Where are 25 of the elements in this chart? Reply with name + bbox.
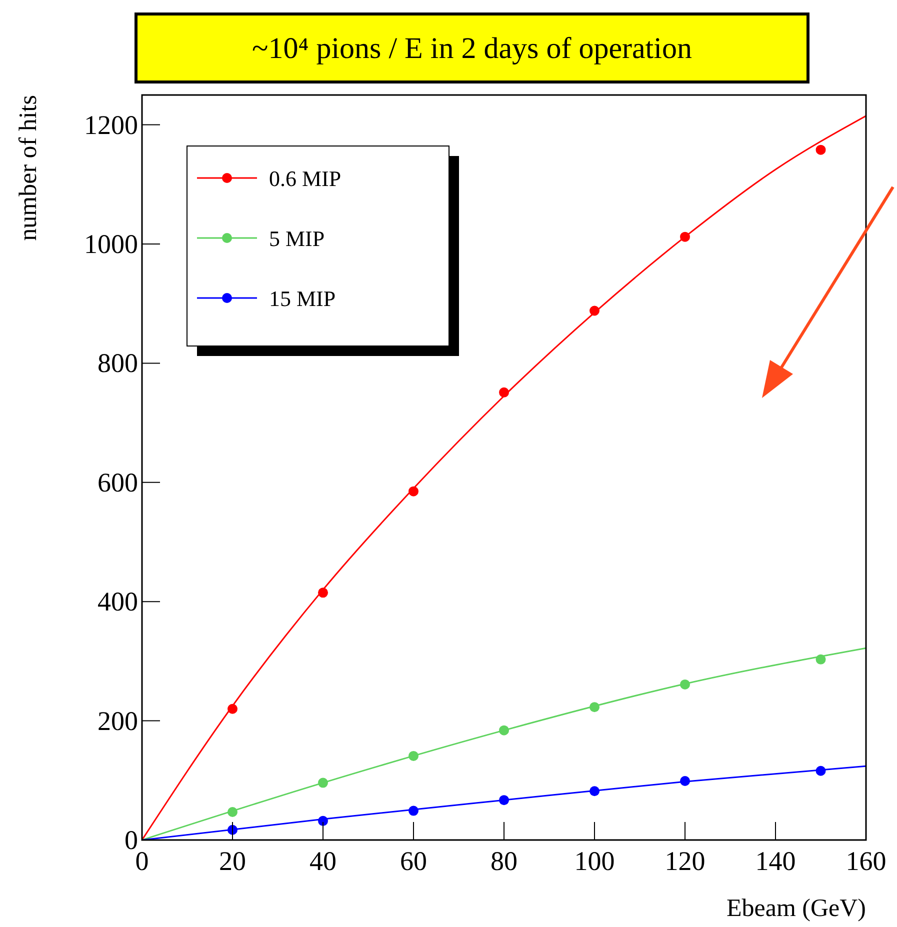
x-tick-label: 80	[490, 846, 518, 876]
y-tick-label: 1200	[84, 110, 138, 140]
y-tick-label: 1000	[84, 229, 138, 259]
x-tick-label: 160	[846, 846, 886, 876]
x-axis-title: Ebeam (GeV)	[726, 895, 866, 922]
y-tick-label: 600	[98, 467, 138, 498]
x-tick-label: 20	[219, 846, 246, 876]
y-axis-title: number of hits	[15, 95, 42, 241]
x-tick-label: 100	[574, 846, 615, 876]
line-series	[142, 115, 866, 840]
x-tick-label: 40	[310, 846, 336, 876]
y-tick-label: 0	[124, 825, 138, 855]
legend-label: 15 MIP	[269, 286, 336, 311]
y-tick-label: 200	[98, 706, 138, 736]
y-tick-label: 400	[98, 586, 138, 617]
x-tick-label: 120	[664, 846, 706, 876]
legend-label: 0.6 MIP	[269, 166, 342, 191]
x-tick-label: 140	[755, 846, 796, 876]
chart-title: ~10⁴ pions / E in 2 days of operation	[252, 32, 692, 65]
legend-label: 5 MIP	[269, 226, 325, 251]
x-tick-label: 60	[400, 846, 427, 876]
y-tick-label: 800	[98, 348, 138, 378]
line-series	[142, 765, 866, 840]
line-series	[142, 647, 866, 840]
point	[816, 144, 826, 155]
